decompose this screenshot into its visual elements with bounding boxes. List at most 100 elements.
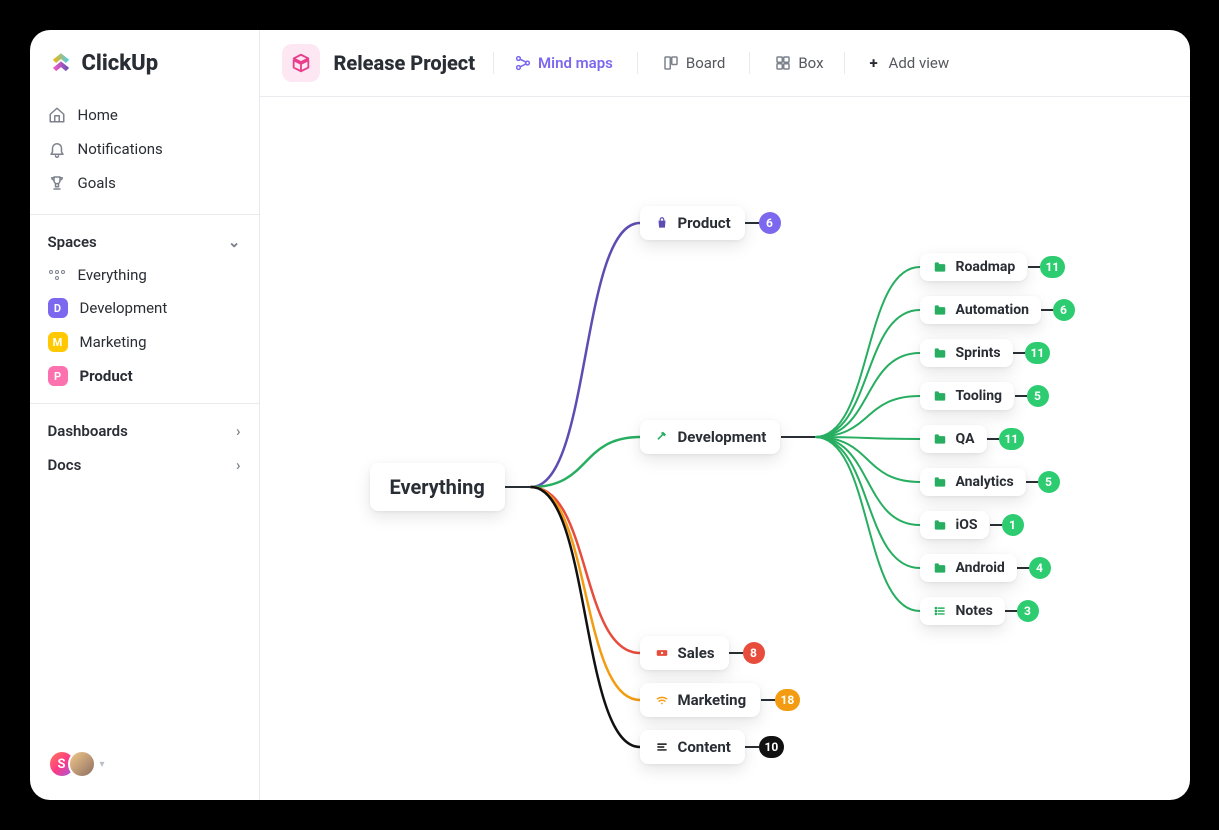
space-label: Product <box>80 367 133 385</box>
everything-label: Everything <box>78 266 147 284</box>
folder-icon <box>932 345 948 361</box>
nav-item-home[interactable]: Home <box>38 98 251 132</box>
add-view-label: Add view <box>889 54 950 72</box>
node-label: Everything <box>390 475 485 499</box>
user-menu-caret-icon[interactable]: ▾ <box>100 759 105 770</box>
nav-item-goals[interactable]: Goals <box>38 166 251 200</box>
divider <box>30 214 259 215</box>
sidebar-section-docs[interactable]: Docs › <box>30 448 259 482</box>
space-badge: D <box>48 298 68 318</box>
spaces-header[interactable]: Spaces ⌄ <box>30 225 259 259</box>
space-label: Marketing <box>80 333 147 351</box>
space-badge: P <box>48 366 68 386</box>
sidebar-item-everything[interactable]: Everything <box>30 259 259 291</box>
brand-name: ClickUp <box>82 51 159 76</box>
brand-logo[interactable]: ClickUp <box>30 50 259 94</box>
count-badge-analytics: 5 <box>1038 471 1060 493</box>
mindmap-node-content[interactable]: Content <box>640 730 745 764</box>
mindmap-leaf-qa[interactable]: QA <box>920 425 987 453</box>
board-icon <box>662 54 680 72</box>
project-icon[interactable] <box>282 44 320 82</box>
node-label: Analytics <box>956 474 1014 490</box>
node-label: Roadmap <box>956 259 1016 275</box>
count-badge-tooling: 5 <box>1027 385 1049 407</box>
sidebar-space-product[interactable]: P Product <box>30 359 259 393</box>
node-label: Tooling <box>956 388 1003 404</box>
sidebar-section-dashboards[interactable]: Dashboards › <box>30 414 259 448</box>
bell-icon <box>48 140 66 158</box>
folder-icon <box>932 388 948 404</box>
mindmap-node-development[interactable]: Development <box>640 420 781 454</box>
folder-icon <box>932 560 948 576</box>
avatar[interactable] <box>68 750 96 778</box>
home-icon <box>48 106 66 124</box>
mindmap-leaf-notes[interactable]: Notes <box>920 597 1005 625</box>
plus-icon: + <box>865 54 883 72</box>
tab-label: Mind maps <box>538 54 613 72</box>
count-badge-sales: 8 <box>743 642 765 664</box>
node-label: Android <box>956 560 1005 576</box>
node-label: Marketing <box>678 691 747 709</box>
bag-icon <box>654 215 670 231</box>
node-label: Notes <box>956 603 993 619</box>
wifi-icon <box>654 692 670 708</box>
nav-label: Goals <box>78 174 116 192</box>
tab-board[interactable]: Board <box>660 50 727 76</box>
folder-icon <box>932 474 948 490</box>
nav-label: Home <box>78 106 118 124</box>
mindmap-leaf-analytics[interactable]: Analytics <box>920 468 1026 496</box>
cube-icon <box>290 52 312 74</box>
count-badge-notes: 3 <box>1017 600 1039 622</box>
sidebar-footer: S ▾ <box>30 740 259 788</box>
node-label: Automation <box>956 302 1029 318</box>
node-label: Sales <box>678 644 715 662</box>
chevron-right-icon: › <box>236 456 241 474</box>
folder-icon <box>932 259 948 275</box>
trophy-icon <box>48 174 66 192</box>
section-label: Dashboards <box>48 422 128 440</box>
lines-icon <box>654 739 670 755</box>
tab-label: Board <box>686 54 725 72</box>
sidebar-space-marketing[interactable]: M Marketing <box>30 325 259 359</box>
mindmap-icon <box>514 54 532 72</box>
list-icon <box>932 603 948 619</box>
mindmap-canvas[interactable]: Everything Product Development Sales Marketi… <box>260 97 1190 800</box>
nav-item-notifications[interactable]: Notifications <box>38 132 251 166</box>
mindmap-leaf-android[interactable]: Android <box>920 554 1017 582</box>
mindmap-root[interactable]: Everything <box>370 463 505 511</box>
mindmap-leaf-tooling[interactable]: Tooling <box>920 382 1015 410</box>
add-view-button[interactable]: + Add view <box>863 50 952 76</box>
count-badge-content: 10 <box>759 736 785 758</box>
count-badge-automation: 6 <box>1053 299 1075 321</box>
space-label: Development <box>80 299 168 317</box>
count-badge-product: 6 <box>759 212 781 234</box>
spaces-title: Spaces <box>48 233 97 251</box>
mindmap-node-sales[interactable]: Sales <box>640 636 729 670</box>
space-badge: M <box>48 332 68 352</box>
tab-mind-maps[interactable]: Mind maps <box>512 50 615 76</box>
folder-icon <box>932 517 948 533</box>
mindmap-leaf-ios[interactable]: iOS <box>920 511 990 539</box>
tab-box[interactable]: Box <box>772 50 825 76</box>
sidebar: ClickUp HomeNotificationsGoals Spaces ⌄ … <box>30 30 260 800</box>
project-title: Release Project <box>334 51 476 75</box>
node-label: Development <box>678 428 767 446</box>
folder-icon <box>932 431 948 447</box>
count-badge-ios: 1 <box>1002 514 1024 536</box>
mindmap-leaf-roadmap[interactable]: Roadmap <box>920 253 1028 281</box>
mindmap-node-marketing[interactable]: Marketing <box>640 683 761 717</box>
mindmap-leaf-sprints[interactable]: Sprints <box>920 339 1013 367</box>
topbar: Release Project Mind maps Board Box + Add … <box>260 30 1190 97</box>
count-badge-roadmap: 11 <box>1040 256 1066 278</box>
mindmap-leaf-automation[interactable]: Automation <box>920 296 1041 324</box>
count-badge-marketing: 18 <box>775 689 801 711</box>
everything-icon <box>48 270 66 280</box>
hammer-icon <box>654 429 670 445</box>
chevron-down-icon: ⌄ <box>228 233 241 251</box>
chevron-right-icon: › <box>236 422 241 440</box>
mindmap-node-product[interactable]: Product <box>640 206 745 240</box>
ticket-icon <box>654 645 670 661</box>
section-label: Docs <box>48 456 82 474</box>
node-label: iOS <box>956 517 978 533</box>
sidebar-space-development[interactable]: D Development <box>30 291 259 325</box>
